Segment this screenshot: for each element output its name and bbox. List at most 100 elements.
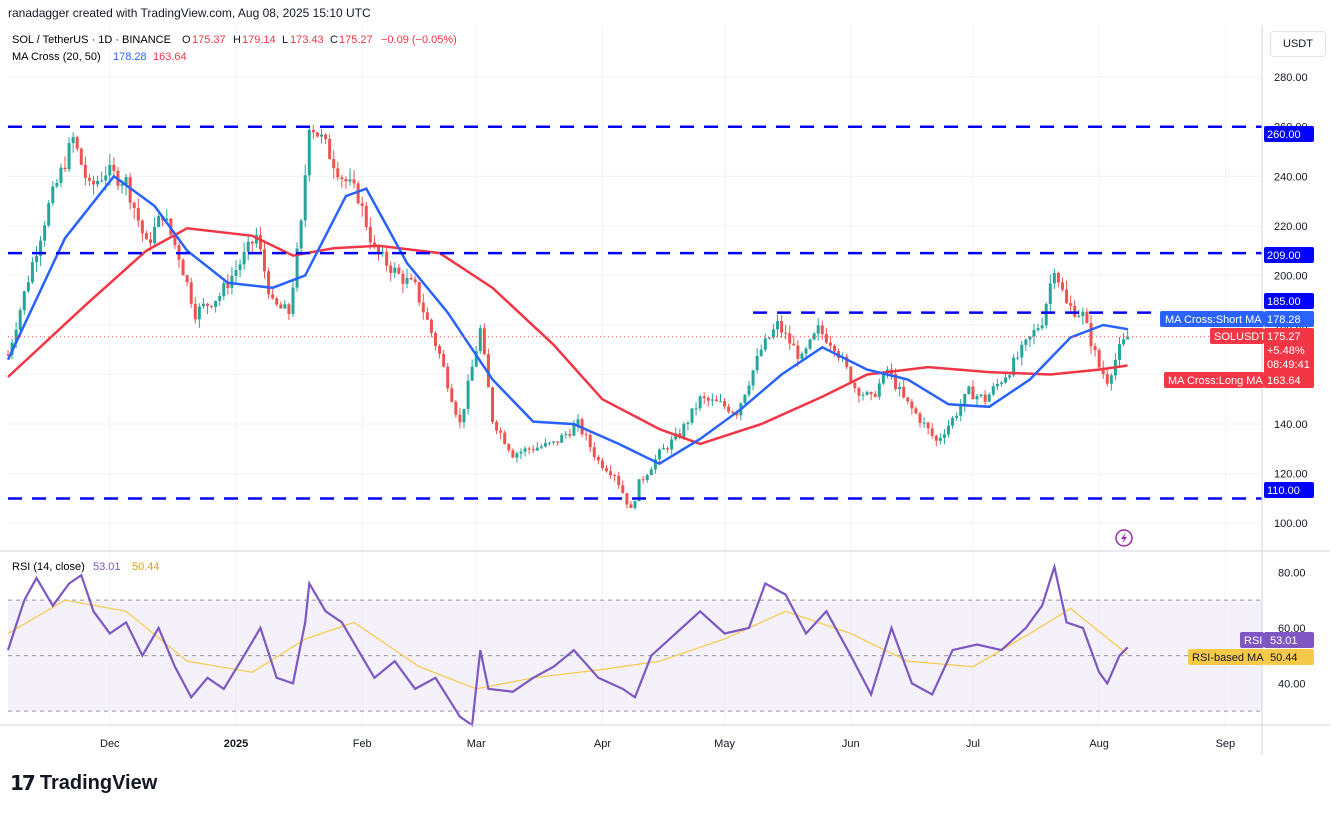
candle-body — [454, 401, 458, 415]
ma-long-value: 163.64 — [1267, 375, 1301, 387]
candle-body — [727, 406, 731, 412]
candle-body — [348, 179, 352, 182]
candle-body — [885, 369, 889, 373]
candle-body — [51, 186, 55, 204]
candle-body — [967, 386, 971, 394]
candle-body — [336, 168, 340, 178]
candle-body — [1020, 344, 1024, 358]
candle-body — [938, 437, 942, 441]
candle-body — [120, 184, 124, 186]
legend-c-value: 175.27 — [339, 34, 373, 46]
lightning-icon[interactable] — [1115, 529, 1133, 547]
candle-body — [572, 425, 576, 436]
candle-body — [43, 225, 47, 241]
chart-canvas[interactable]: 100.00120.00140.00160.00180.00200.00220.… — [0, 25, 1338, 760]
candle-body — [910, 401, 914, 409]
candle-body — [763, 338, 767, 350]
horizontal-levels — [8, 125, 1262, 500]
candle-body — [983, 394, 987, 402]
candle-body — [1032, 330, 1036, 337]
candle-body — [458, 414, 462, 423]
candle-body — [588, 434, 592, 448]
candle-body — [877, 383, 881, 397]
ma-long-value-bg — [1264, 372, 1314, 388]
candle-body — [47, 203, 51, 226]
candle-body — [503, 432, 507, 445]
candle-body — [267, 271, 271, 295]
legend-c-label: C — [330, 34, 338, 46]
candle-body — [450, 388, 454, 402]
candle-body — [743, 394, 747, 404]
candle-body — [193, 303, 197, 320]
candle-body — [824, 334, 828, 343]
candle-body — [755, 355, 759, 371]
candle-body — [381, 251, 385, 254]
candle-body — [104, 175, 108, 181]
ma-long-tag: MA Cross:Long MA — [1168, 375, 1263, 387]
candle-body — [934, 435, 938, 441]
candle-body — [853, 382, 857, 389]
candle-body — [1105, 374, 1109, 384]
candle-body — [947, 425, 950, 435]
candle-body — [124, 177, 128, 185]
candle-body — [417, 282, 421, 303]
ma-long-line — [7, 227, 1128, 446]
candle-body — [307, 129, 311, 176]
candle-body — [401, 273, 405, 284]
candle-body — [714, 399, 718, 402]
level-110-tag: 110.00 — [1267, 485, 1300, 497]
candle-body — [299, 220, 303, 249]
level-209-tag: 209.00 — [1267, 250, 1301, 262]
candle-body — [295, 248, 299, 288]
candle-body — [800, 353, 804, 359]
candle-body — [1089, 323, 1093, 347]
rsi-legend-value: 53.01 — [93, 561, 121, 573]
candle-body — [144, 233, 148, 240]
candle-body — [181, 259, 185, 276]
candle-body — [1065, 289, 1069, 304]
candle-body — [83, 164, 87, 178]
candle-body — [356, 183, 360, 204]
candle-body — [1118, 344, 1121, 360]
candle-body — [140, 220, 144, 234]
candle-body — [79, 148, 83, 165]
level-209-tag-bg — [1264, 247, 1314, 263]
candle-body — [1024, 339, 1028, 345]
time-tick-label: Jul — [966, 738, 980, 750]
candle-body — [230, 275, 234, 288]
candle-body — [344, 179, 348, 182]
price-tick-label: 140.00 — [1274, 419, 1308, 431]
candle-body — [1028, 336, 1032, 340]
candle-body — [425, 312, 429, 320]
candle-body — [291, 287, 295, 315]
legend-h-value: 179.14 — [242, 34, 276, 46]
candle-body — [1044, 303, 1048, 326]
candle-body — [576, 419, 580, 426]
candle-body — [35, 255, 38, 263]
rsi-tick-label: 80.00 — [1278, 567, 1306, 579]
candle-body — [552, 441, 556, 443]
candle-body — [633, 501, 637, 508]
legend-l-value: 173.43 — [290, 34, 324, 46]
candle-body — [902, 386, 906, 398]
currency-button[interactable]: USDT — [1270, 31, 1326, 57]
candle-body — [955, 415, 959, 418]
time-tick-label: Apr — [594, 738, 611, 750]
candle-body — [751, 370, 755, 386]
candle-body — [808, 339, 812, 349]
price-tick-label: 240.00 — [1274, 171, 1308, 183]
tradingview-logo[interactable]: 17 TradingView — [10, 771, 157, 795]
candle-body — [918, 413, 922, 423]
candle-body — [279, 304, 283, 309]
candle-body — [442, 353, 446, 367]
candle-body — [22, 291, 26, 311]
candle-body — [250, 241, 254, 244]
price-tick-label: 100.00 — [1274, 518, 1308, 530]
candle-body — [666, 448, 670, 450]
candle-body — [1081, 311, 1085, 316]
candle-body — [735, 412, 739, 416]
legend-ma-name: MA Cross (20, 50) — [12, 51, 101, 63]
candle-body — [320, 134, 323, 137]
time-tick-label: Sep — [1216, 738, 1236, 750]
level-260-tag: 260.00 — [1267, 129, 1301, 141]
